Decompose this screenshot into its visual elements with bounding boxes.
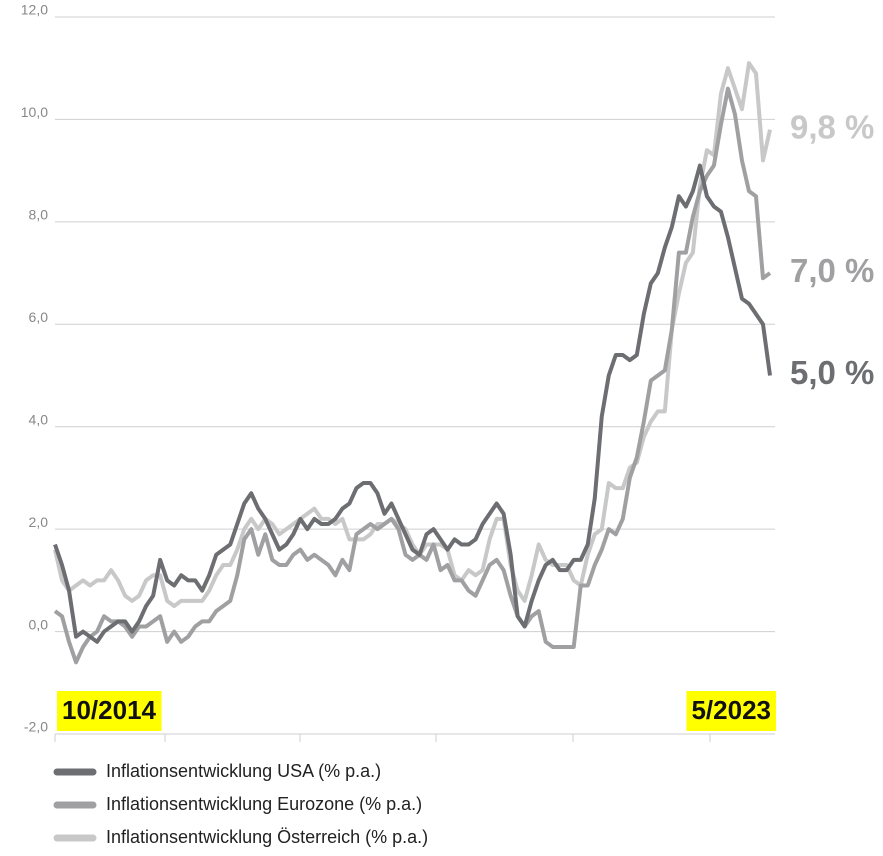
date-box	[57, 691, 162, 731]
series-line	[53, 86, 772, 665]
end-label: 5,0 %	[790, 354, 874, 391]
y-tick-label: 10,0	[21, 104, 48, 120]
x-axis-ticks	[54, 734, 711, 742]
date-box	[686, 691, 776, 731]
y-tick-label: 0,0	[29, 616, 49, 632]
y-tick-label: 8,0	[29, 207, 49, 223]
date-text: 5/2023	[691, 695, 771, 725]
legend-label: Inflationsentwicklung USA (% p.a.)	[106, 761, 381, 781]
date-label: 10/2014	[57, 691, 162, 731]
legend-label: Inflationsentwicklung Österreich (% p.a.…	[106, 827, 428, 847]
series-line	[53, 61, 772, 608]
date-label: 5/2023	[686, 691, 776, 731]
y-tick-label: 4,0	[29, 411, 49, 427]
date-text: 10/2014	[62, 695, 157, 725]
legend-label: Inflationsentwicklung Eurozone (% p.a.)	[106, 794, 422, 814]
y-tick-label: 2,0	[29, 514, 49, 530]
end-label: 9,8 %	[790, 108, 874, 145]
y-tick-label: -2,0	[24, 719, 48, 735]
y-tick-label: 6,0	[29, 309, 49, 325]
y-tick-label: 12,0	[21, 2, 48, 18]
series-line	[53, 163, 772, 644]
end-label: 7,0 %	[790, 252, 874, 289]
